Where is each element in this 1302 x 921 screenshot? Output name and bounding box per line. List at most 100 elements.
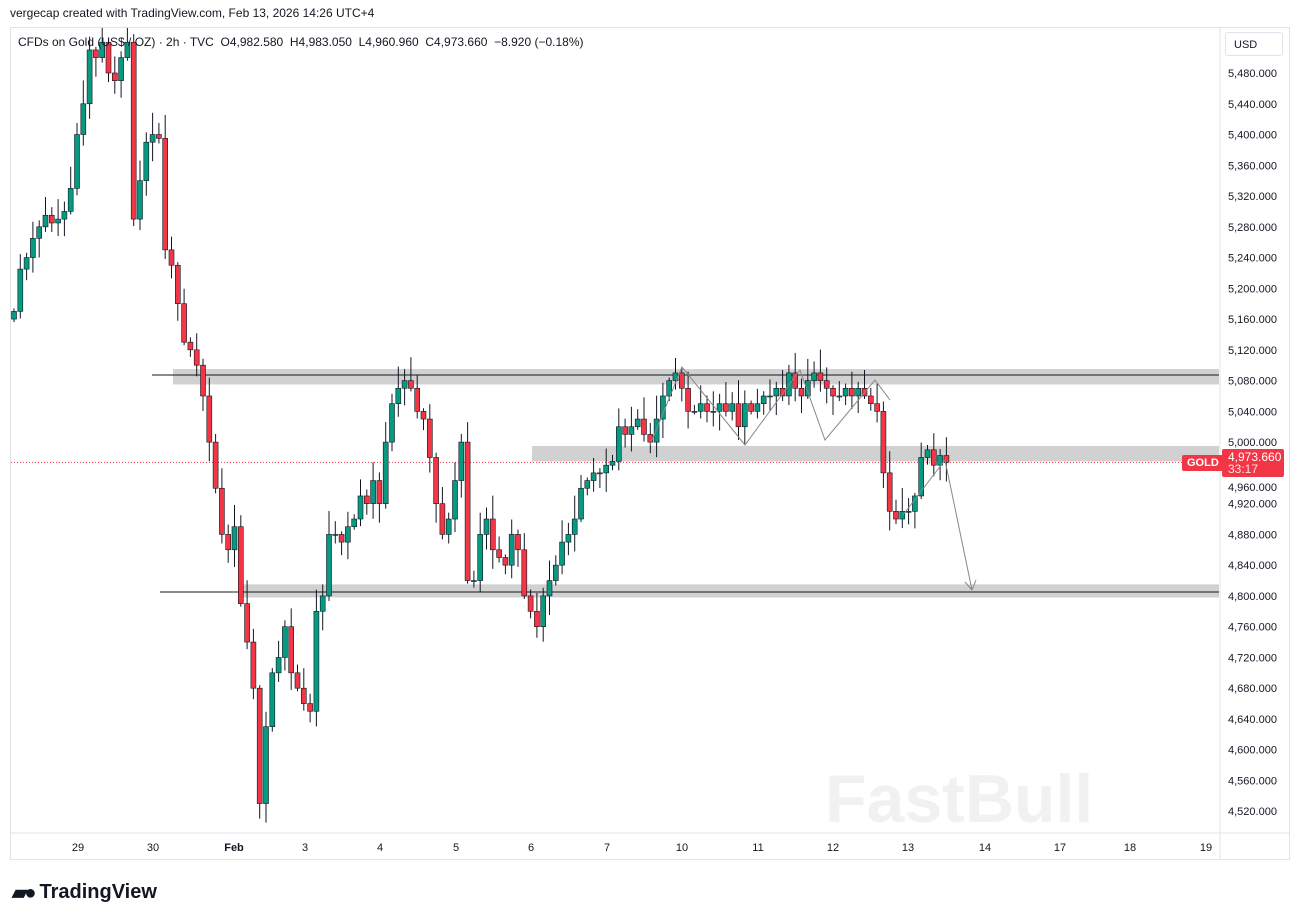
candle-body xyxy=(597,472,603,475)
candle-body xyxy=(804,380,811,397)
candle-body xyxy=(691,411,698,413)
candle-body xyxy=(61,211,68,220)
candle-body xyxy=(842,387,849,397)
candle-body xyxy=(112,72,118,81)
candle-body xyxy=(930,449,937,466)
price-tick-label: 5,160.000 xyxy=(1228,314,1277,326)
fastbull-watermark: FastBull xyxy=(825,761,1094,837)
candle-body xyxy=(552,564,559,581)
candle-body xyxy=(30,238,36,258)
time-tick-label: 7 xyxy=(604,842,610,854)
currency-selector[interactable]: USD xyxy=(1225,32,1283,56)
candle-body xyxy=(124,41,131,58)
candle-body xyxy=(143,141,150,181)
candle-body xyxy=(48,214,55,224)
candle-body xyxy=(660,395,666,420)
candle-body xyxy=(849,387,855,397)
price-tick-label: 4,600.000 xyxy=(1228,745,1277,757)
candle-body xyxy=(256,687,263,804)
candle-body xyxy=(420,411,427,420)
tradingview-logo[interactable]: ▰● TradingView xyxy=(12,880,157,905)
time-tick-label: Feb xyxy=(224,842,244,854)
time-tick-label: 11 xyxy=(752,842,763,854)
credit-text: vergecap created with TradingView.com, F… xyxy=(10,6,375,20)
last-price-value: 4,973.660 xyxy=(1228,450,1282,464)
candle-body xyxy=(357,495,364,520)
candle-body xyxy=(351,518,358,528)
candle-body xyxy=(748,403,754,412)
candle-body xyxy=(238,526,244,604)
candle-body xyxy=(67,188,74,212)
candle-body xyxy=(723,403,729,412)
candle-body xyxy=(471,580,477,582)
candle-body xyxy=(641,418,647,435)
candle-body xyxy=(483,518,490,535)
candle-body xyxy=(880,411,887,474)
candle-body xyxy=(231,526,238,551)
candle-body xyxy=(496,549,502,558)
candle-body xyxy=(603,464,610,474)
candle-body xyxy=(515,534,521,551)
candle-body xyxy=(130,41,137,220)
candle-body xyxy=(735,403,742,428)
plot-area xyxy=(11,28,1219,823)
candle-body xyxy=(653,418,660,443)
candle-body xyxy=(193,349,200,366)
symbol-legend: CFDs on Gold (US$ / OZ) · 2h · TVC O4,98… xyxy=(18,35,584,49)
candle-body xyxy=(80,103,87,135)
price-tick-label: 5,200.000 xyxy=(1228,283,1277,295)
candle-body xyxy=(212,441,219,489)
candle-body xyxy=(187,341,194,351)
price-tick-label: 4,880.000 xyxy=(1228,529,1277,541)
candle-body xyxy=(313,610,320,712)
candle-body xyxy=(433,457,439,504)
logo-text: TradingView xyxy=(39,881,157,903)
candle-body xyxy=(578,487,584,520)
time-tick-label: 19 xyxy=(1200,842,1212,854)
candle-body xyxy=(345,526,351,543)
tv-logo-icon: ▰● xyxy=(12,882,37,904)
candle-body xyxy=(678,372,685,389)
candle-body xyxy=(395,387,402,404)
ohlc-low: L4,960.960 xyxy=(358,35,419,49)
candle-body xyxy=(760,395,767,404)
candle-body xyxy=(162,138,168,251)
candle-body xyxy=(445,518,452,535)
candle-body xyxy=(42,214,49,228)
candle-body xyxy=(426,418,433,458)
time-tick-label: 18 xyxy=(1124,842,1136,854)
price-tick-label: 4,560.000 xyxy=(1228,775,1277,787)
candle-body xyxy=(559,541,565,566)
candle-body xyxy=(508,534,515,566)
candle-body xyxy=(874,403,880,412)
candle-body xyxy=(590,472,597,481)
candle-body xyxy=(414,387,421,412)
candle-body xyxy=(502,557,509,566)
candle-body xyxy=(622,426,628,435)
candle-body xyxy=(452,480,458,520)
price-tick-label: 4,800.000 xyxy=(1228,591,1277,603)
zone-resistance xyxy=(173,369,1219,385)
price-tick-label: 4,680.000 xyxy=(1228,683,1277,695)
candle-body xyxy=(527,595,534,612)
symbol-name[interactable]: CFDs on Gold (US$ / OZ) · 2h · TVC xyxy=(18,35,214,49)
candle-body xyxy=(666,380,673,397)
candle-body xyxy=(489,518,496,551)
price-tick-label: 5,040.000 xyxy=(1228,406,1277,418)
candle-body xyxy=(571,518,578,535)
candle-body xyxy=(540,595,547,627)
price-tick-label: 5,000.000 xyxy=(1228,437,1277,449)
time-tick-label: 3 xyxy=(302,842,308,854)
candle-body xyxy=(307,703,313,712)
candle-body xyxy=(685,387,691,412)
time-tick-label: 13 xyxy=(902,842,914,854)
candle-body xyxy=(754,403,761,412)
candle-body xyxy=(263,726,269,804)
candle-body xyxy=(99,41,105,58)
pattern-zigzag xyxy=(649,366,891,446)
candle-body xyxy=(634,418,641,428)
candle-body xyxy=(565,534,572,543)
candle-body xyxy=(439,503,446,535)
